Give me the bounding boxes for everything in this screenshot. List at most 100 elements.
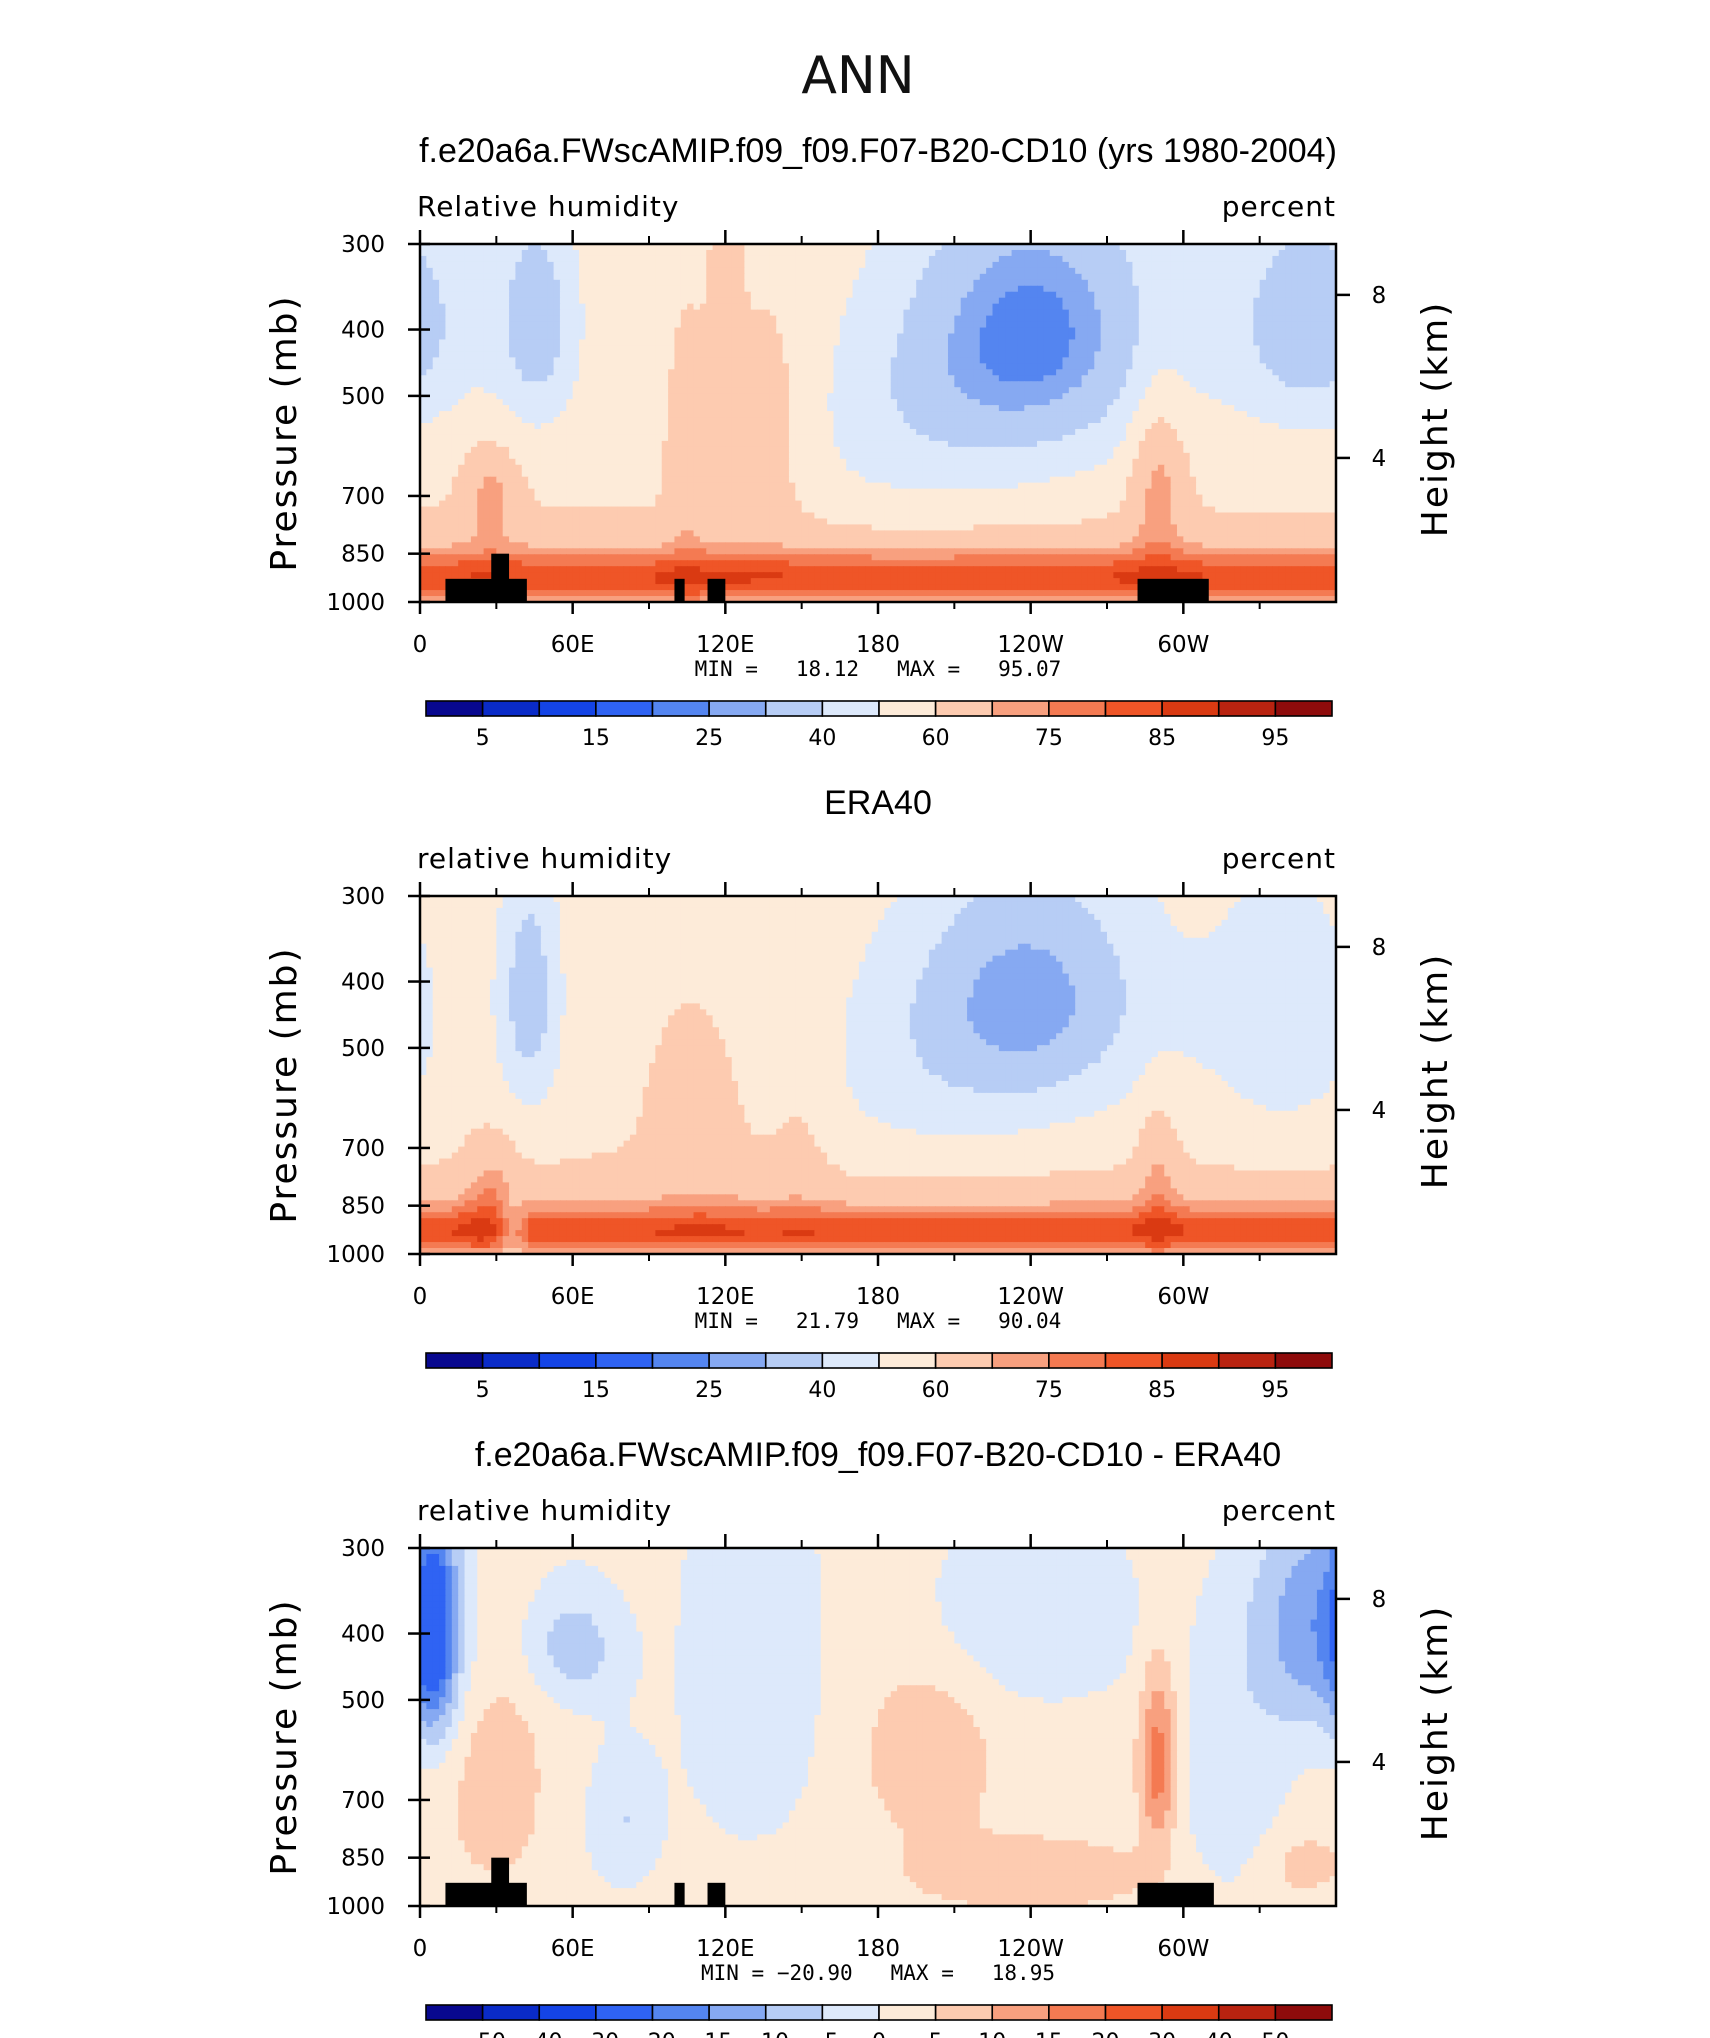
field-cell: [1266, 411, 1273, 418]
field-cell: [738, 291, 746, 299]
field-cell: [1259, 381, 1267, 388]
field-cell: [687, 285, 695, 293]
field-cell: [515, 381, 523, 388]
field-cell: [903, 423, 911, 430]
field-cell: [1272, 285, 1280, 293]
field-cell: [1164, 261, 1172, 269]
field-cell: [795, 291, 803, 299]
field-cell: [604, 351, 612, 358]
field-cell: [642, 446, 650, 454]
field-cell: [718, 244, 726, 251]
field-cell: [540, 273, 548, 281]
field-cell: [738, 267, 746, 275]
field-cell: [827, 321, 835, 329]
field-cell: [572, 357, 580, 364]
field-cell: [585, 321, 593, 329]
field-cell: [1189, 327, 1197, 335]
field-cell: [1132, 267, 1140, 275]
field-cell: [649, 387, 656, 394]
field-cell: [1157, 244, 1165, 251]
field-cell: [1227, 357, 1235, 364]
field-cell: [470, 405, 478, 412]
field-cell: [687, 387, 695, 394]
field-cell: [610, 417, 618, 424]
field-cell: [693, 285, 701, 293]
field-cell: [528, 273, 536, 281]
field-cell: [1240, 411, 1248, 418]
field-cell: [547, 333, 555, 341]
field-cell: [502, 351, 510, 358]
field-cell: [769, 273, 777, 281]
field-cell: [502, 267, 510, 275]
field-cell: [833, 315, 841, 323]
field-cell: [585, 261, 593, 269]
field-cell: [1176, 321, 1184, 329]
field-cell: [579, 244, 586, 251]
field-cell: [1246, 363, 1254, 370]
field-cell: [699, 351, 707, 358]
field-cell: [1304, 393, 1312, 400]
field-cell: [1107, 440, 1114, 448]
field-cell: [693, 434, 701, 442]
field-cell: [1005, 393, 1013, 400]
field-cell: [528, 267, 536, 275]
field-cell: [890, 423, 898, 430]
field-cell: [1164, 411, 1172, 418]
field-cell: [623, 303, 631, 311]
field-cell: [1310, 244, 1318, 251]
field-cell: [1068, 375, 1076, 382]
field-cell: [1005, 291, 1013, 299]
field-cell: [725, 393, 733, 400]
field-cell: [1157, 423, 1165, 430]
field-cell: [795, 321, 803, 329]
field-cell: [878, 446, 885, 454]
field-cell: [839, 309, 847, 317]
field-cell: [814, 411, 822, 418]
field-cell: [496, 297, 504, 305]
field-cell: [559, 446, 567, 454]
field-cell: [642, 303, 650, 311]
field-cell: [922, 393, 930, 400]
field-cell: [903, 393, 911, 400]
field-cell: [922, 381, 930, 388]
field-cell: [922, 363, 930, 370]
field-cell: [458, 321, 466, 329]
field-cell: [1278, 297, 1286, 305]
field-cell: [693, 261, 701, 269]
field-cell: [445, 387, 453, 394]
field-cell: [1056, 369, 1064, 376]
field-cell: [420, 261, 427, 269]
field-cell: [534, 345, 542, 352]
field-cell: [1266, 244, 1273, 251]
field-cell: [629, 428, 637, 436]
field-cell: [439, 279, 447, 287]
field-cell: [954, 363, 962, 370]
field-cell: [1170, 297, 1178, 305]
field-cell: [1285, 411, 1293, 418]
field-cell: [464, 434, 472, 442]
field-cell: [712, 327, 720, 335]
field-cell: [591, 369, 599, 376]
field-cell: [629, 399, 637, 406]
field-cell: [1075, 387, 1083, 394]
field-cell: [1049, 369, 1057, 376]
field-cell: [534, 249, 542, 257]
field-cell: [801, 411, 809, 418]
field-cell: [992, 434, 1000, 442]
field-cell: [623, 381, 631, 388]
field-cell: [1196, 267, 1204, 275]
field-cell: [1005, 309, 1013, 317]
field-cell: [852, 327, 860, 335]
field-cell: [1056, 309, 1064, 317]
field-cell: [528, 369, 536, 376]
field-cell: [706, 417, 714, 424]
field-cell: [649, 244, 656, 251]
field-cell: [852, 440, 860, 448]
field-cell: [585, 351, 593, 358]
field-cell: [547, 434, 555, 442]
field-cell: [788, 267, 796, 275]
field-cell: [1107, 351, 1114, 358]
field-cell: [617, 369, 625, 376]
field-cell: [1157, 255, 1165, 263]
field-cell: [559, 273, 567, 281]
